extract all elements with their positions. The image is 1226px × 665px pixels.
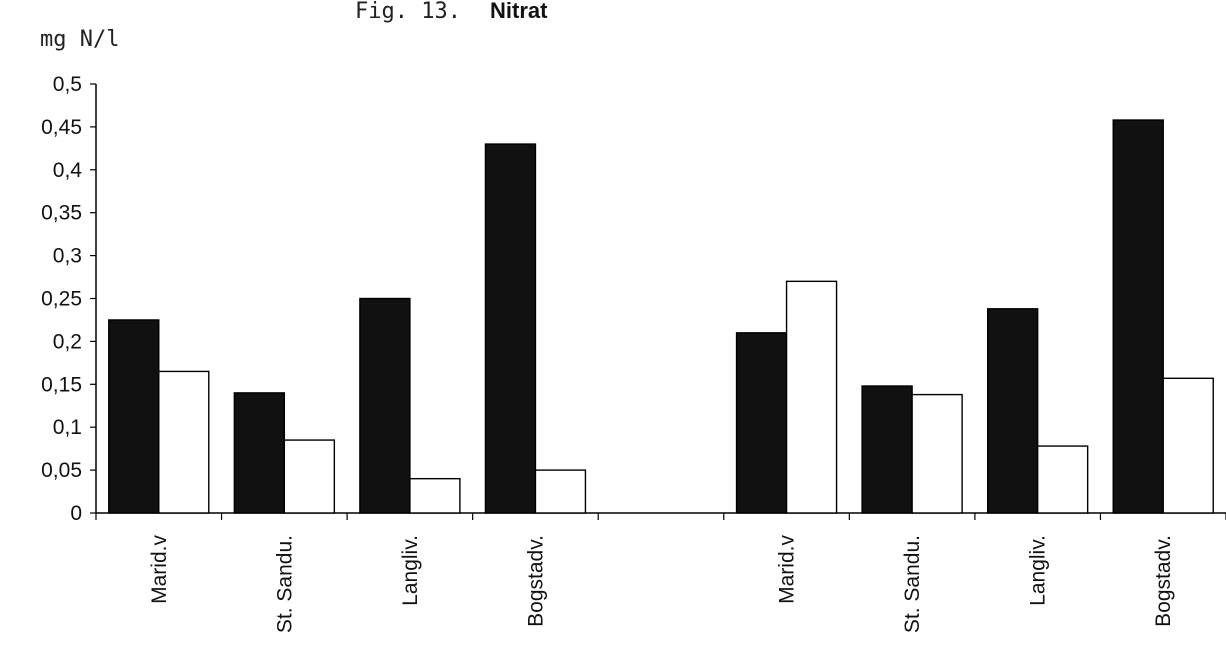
y-tick-label: 0,05 — [41, 459, 82, 482]
y-tick-label: 0,3 — [53, 245, 82, 268]
x-category-label: Bogstadv. — [524, 535, 547, 627]
y-tick-label: 0,5 — [53, 73, 82, 96]
x-category-label: Langliv. — [399, 535, 422, 606]
y-axis-unit-label: mg N/l — [40, 27, 119, 52]
figure-label: Fig. 13. — [355, 0, 461, 24]
y-tick-label: 0,1 — [53, 416, 82, 439]
bars — [108, 119, 1214, 514]
x-category-label: St. Sandu. — [273, 535, 296, 633]
bar-dark — [233, 392, 286, 514]
bar-dark — [861, 385, 913, 514]
y-tick-label: 0,25 — [41, 288, 82, 311]
bar-dark — [108, 319, 160, 514]
y-tick-label: 0,15 — [41, 373, 82, 396]
bar-white — [409, 477, 461, 514]
y-tick-label: 0,4 — [53, 159, 83, 182]
bar-white — [283, 439, 336, 514]
x-category-label: Bogstadv. — [1152, 535, 1175, 627]
axes: 0 0,05 0,1 0,15 0,2 0,25 0,3 0,35 0,4 0,45 0,5 — [41, 73, 1226, 525]
bar-dark — [986, 308, 1039, 514]
bar-white — [1162, 377, 1214, 514]
y-tick-label: 0 — [70, 502, 82, 525]
x-category-label: St. Sandu. — [901, 535, 924, 633]
x-category-label: Marid.v — [776, 535, 799, 604]
y-tick-label: 0,45 — [41, 116, 82, 139]
y-tick-label: 0,2 — [53, 330, 82, 353]
bar-white — [785, 280, 838, 514]
y-tick-label: 0,35 — [41, 202, 82, 225]
bar-white — [911, 393, 963, 514]
bar-dark — [735, 332, 788, 514]
x-category-label: Langliv. — [1027, 535, 1050, 606]
bar-dark — [1112, 119, 1164, 514]
bar-dark — [359, 297, 411, 514]
category-labels: Marid.v St. Sandu. Langliv. Bogstadv. Marid.… — [148, 535, 1175, 634]
bar-white — [158, 370, 210, 514]
bar-white — [1036, 445, 1089, 514]
x-category-label: Marid.v — [148, 535, 171, 604]
bar-dark — [484, 143, 537, 514]
chart-title: Nitrat — [490, 0, 548, 23]
bar-white — [534, 469, 587, 514]
